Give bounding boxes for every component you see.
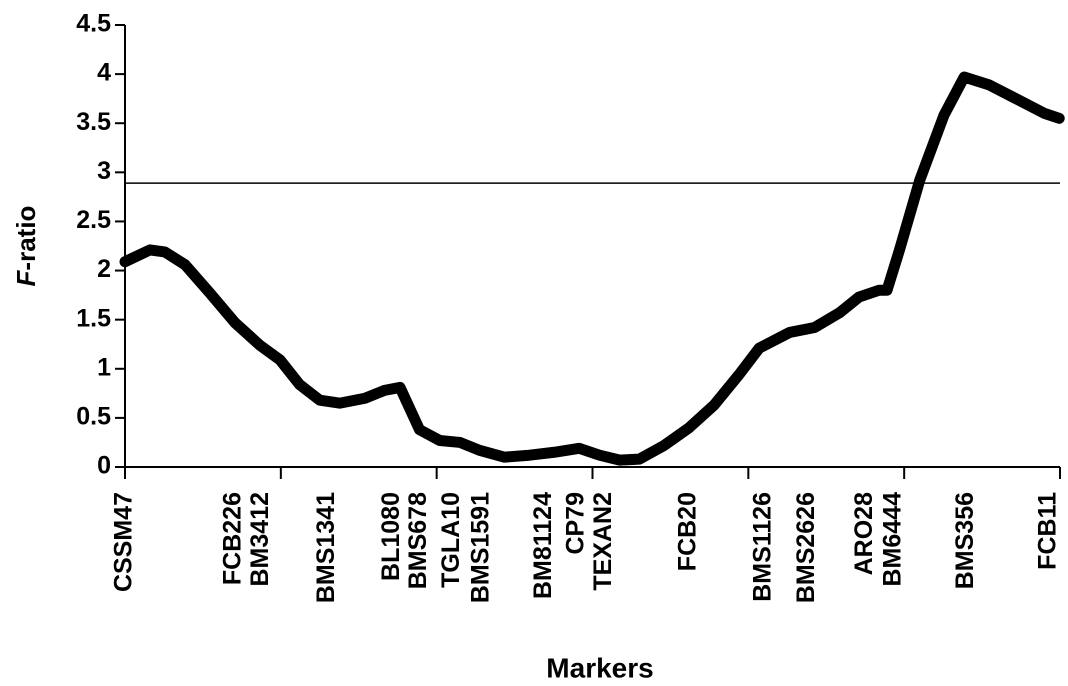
y-tick-label: 0 bbox=[97, 452, 111, 480]
marker-label: FCB11 bbox=[1034, 492, 1062, 570]
y-tick-label: 4 bbox=[97, 59, 111, 87]
marker-label: BMS1591 bbox=[466, 492, 494, 603]
marker-label: BMS678 bbox=[404, 492, 432, 589]
marker-label: ARO28 bbox=[850, 492, 878, 575]
y-tick-label: 4.5 bbox=[76, 10, 111, 38]
y-tick-label: 1.5 bbox=[76, 304, 111, 332]
marker-label: BMS2626 bbox=[792, 492, 820, 603]
marker-label: TGLA10 bbox=[437, 492, 465, 588]
x-axis-title: Markers bbox=[546, 652, 653, 683]
marker-label: BM81124 bbox=[529, 492, 557, 599]
y-tick-label: 1 bbox=[97, 353, 111, 381]
y-tick-label: 3.5 bbox=[76, 108, 111, 136]
data-line bbox=[119, 71, 1065, 466]
marker-label: FCB20 bbox=[674, 492, 702, 571]
marker-label: BMS356 bbox=[951, 492, 979, 589]
marker-label: CSSM47 bbox=[110, 492, 138, 592]
marker-label: BMS1341 bbox=[312, 492, 340, 603]
marker-label: BL1080 bbox=[377, 492, 405, 581]
y-axis-title-text: -ratio bbox=[11, 206, 41, 271]
marker-label: BM6444 bbox=[879, 492, 907, 587]
marker-label: CP79 bbox=[562, 492, 590, 555]
marker-label: BMS1126 bbox=[749, 492, 777, 602]
marker-label: FCB226 bbox=[219, 492, 247, 585]
y-tick-label: 2 bbox=[97, 255, 111, 283]
y-tick-label: 0.5 bbox=[76, 402, 111, 430]
y-tick-label: 3 bbox=[97, 157, 111, 185]
y-axis-title: F-ratio bbox=[11, 206, 41, 287]
y-tick-label: 2.5 bbox=[76, 206, 111, 234]
y-axis-title-italic: F bbox=[11, 269, 41, 286]
marker-label: TEXAN2 bbox=[589, 492, 617, 591]
marker-label: BM3412 bbox=[246, 492, 274, 587]
